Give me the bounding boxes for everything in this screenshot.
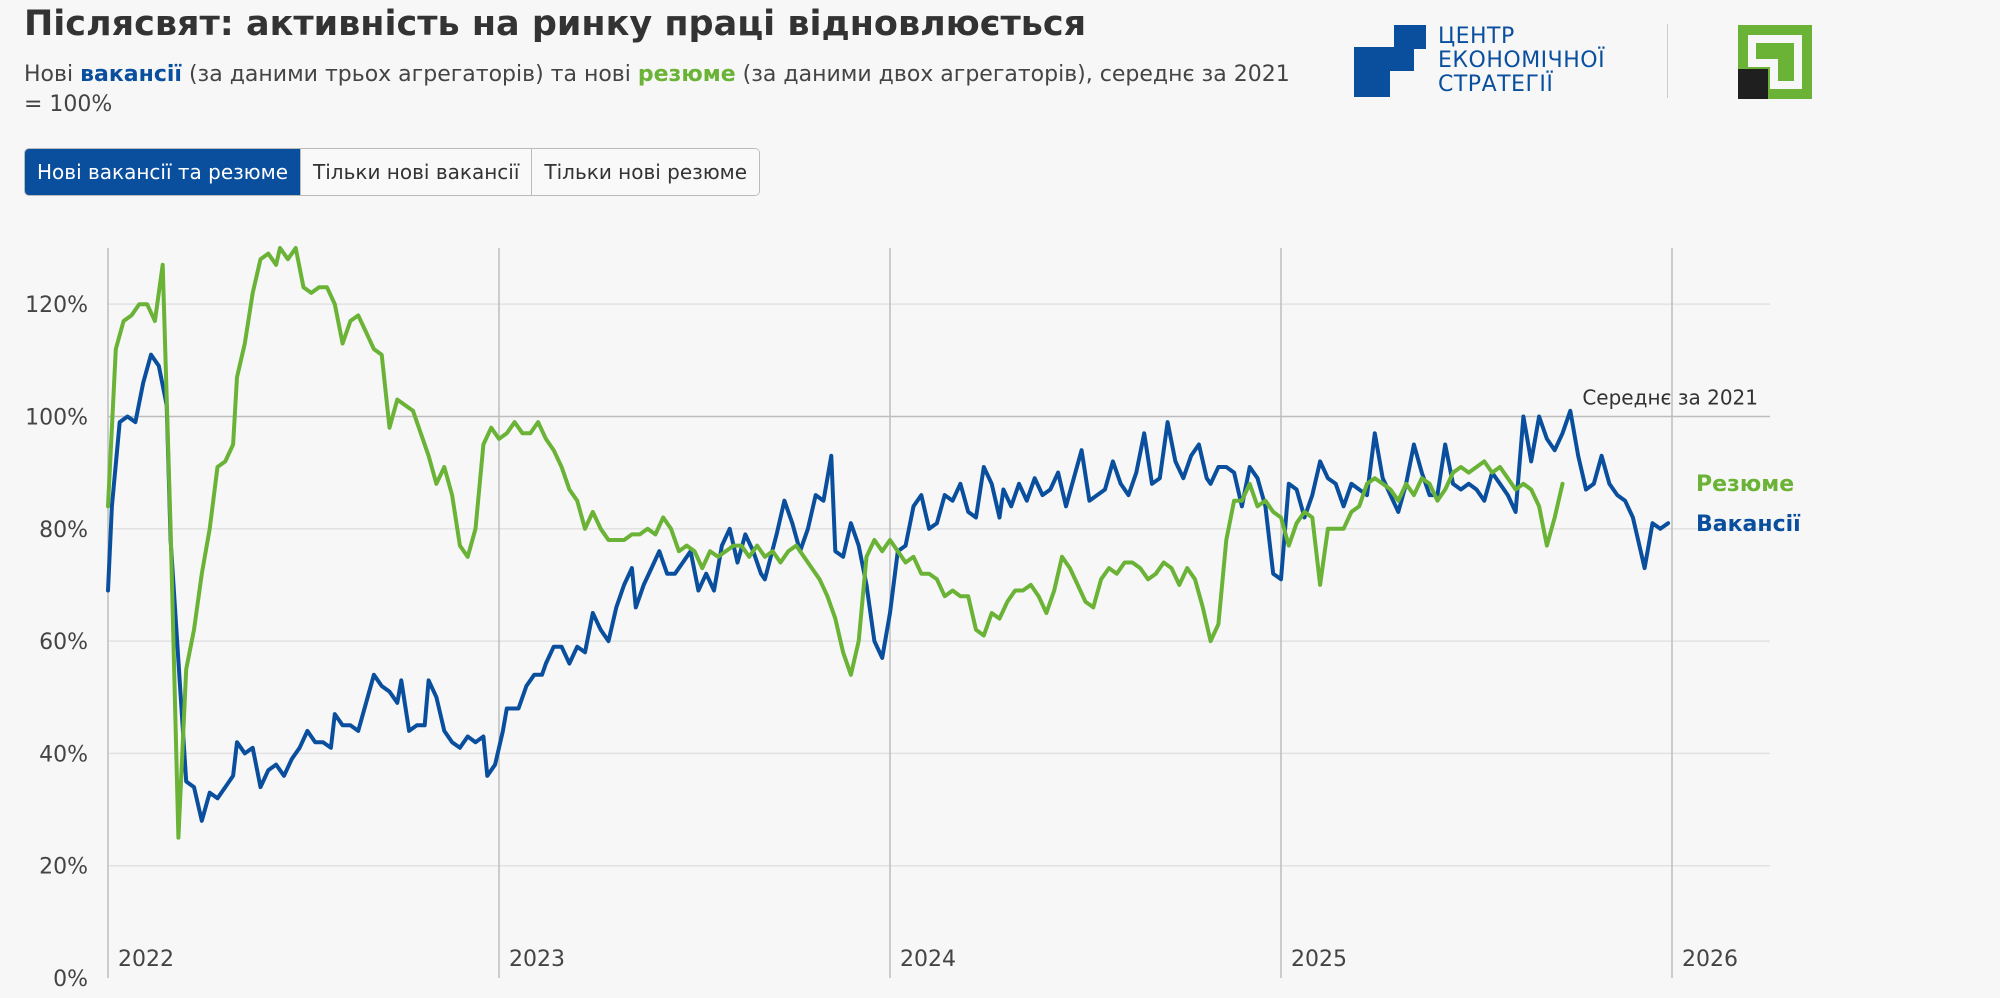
series-line-resumes (106, 246, 1565, 840)
subtitle-text-3: (за даними двох агрегаторів), середнє за… (24, 62, 1290, 117)
ces-logo: ЦЕНТР ЕКОНОМІЧНОЇ СТРАТЕГІЇ (1354, 25, 1605, 97)
bank-logo (1738, 25, 1812, 103)
reference-line-label: Середнє за 2021 (1582, 385, 1758, 409)
subtitle-vacancies: вакансії (80, 62, 182, 87)
gridlines (108, 303, 1770, 867)
x-tick-label: 2026 (1682, 947, 1738, 972)
tab-resumes-only[interactable]: Тільки нові резюме (532, 149, 760, 195)
bank-logo-icon (1738, 25, 1812, 99)
y-tick-label: 100% (25, 405, 88, 430)
y-tick-label: 80% (39, 518, 88, 543)
subtitle-text-2: (за даними трьох агрегаторів) та нові (181, 62, 638, 87)
series (106, 246, 1671, 840)
axes: 0% 20% 40% 60% 80% 100% 120% 2022 2023 2024 2025 20… (25, 248, 1738, 992)
tab-vacancies-only[interactable]: Тільки нові вакансії (301, 149, 533, 195)
subtitle-text-1: Нові (24, 62, 81, 87)
y-tick-label: 40% (39, 742, 88, 767)
view-toggle: Нові вакансії та резюме Тільки нові вака… (24, 148, 761, 196)
ces-logo-line-1: ЦЕНТР (1438, 24, 1515, 49)
x-tick-label: 2024 (900, 947, 956, 972)
x-tick-label: 2023 (509, 947, 565, 972)
y-tick-label: 20% (39, 855, 88, 880)
logo-divider (1667, 24, 1668, 98)
ces-logo-icon (1354, 25, 1426, 97)
x-tick-label: 2025 (1291, 947, 1347, 972)
page-title: Післясвят: активність на ринку праці від… (24, 4, 1087, 44)
legend-resumes: Резюме (1696, 472, 1794, 497)
x-tick-label: 2022 (118, 947, 174, 972)
ces-logo-text: ЦЕНТР ЕКОНОМІЧНОЇ СТРАТЕГІЇ (1438, 25, 1605, 97)
chart-subtitle: Нові вакансії (за даними трьох агрегатор… (24, 60, 1294, 120)
ces-logo-line-3: СТРАТЕГІЇ (1438, 72, 1554, 97)
ces-logo-line-2: ЕКОНОМІЧНОЇ (1438, 48, 1606, 73)
labels: Середнє за 2021 Резюме Вакансії (1582, 385, 1801, 537)
y-tick-label: 120% (25, 293, 88, 318)
y-tick-label: 60% (39, 630, 88, 655)
y-tick-label: 0% (53, 967, 88, 992)
tab-vacancies-and-resumes[interactable]: Нові вакансії та резюме (25, 149, 302, 195)
subtitle-resumes: резюме (637, 62, 736, 87)
legend-vacancies: Вакансії (1696, 512, 1801, 537)
series-line-vacancies (106, 352, 1671, 823)
